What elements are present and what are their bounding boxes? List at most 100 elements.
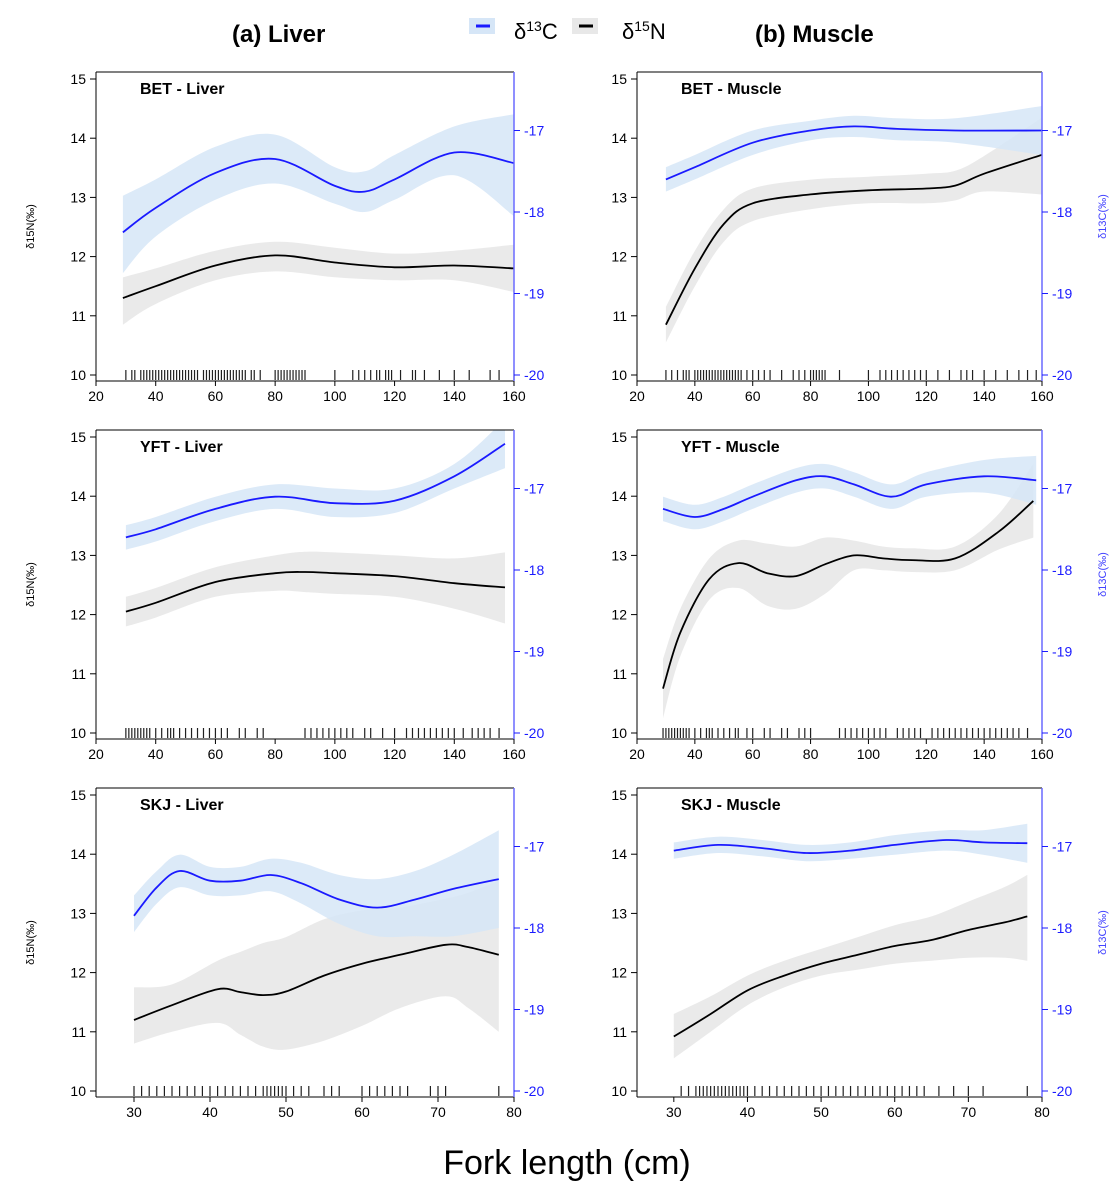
rug-marks bbox=[125, 728, 500, 738]
x-tick-label: 60 bbox=[208, 746, 224, 762]
x-tick-label: 40 bbox=[148, 746, 164, 762]
plot-area bbox=[122, 114, 514, 325]
x-tick-label: 60 bbox=[887, 1104, 903, 1120]
rug-marks bbox=[133, 1086, 500, 1096]
y-tick-label: 12 bbox=[611, 965, 627, 981]
carbon-line bbox=[133, 870, 499, 917]
x-tick-label: 140 bbox=[972, 746, 996, 762]
panel-title: BET - Muscle bbox=[681, 81, 782, 98]
y2-tick-label: -20 bbox=[524, 367, 544, 383]
y2-tick-label: -19 bbox=[1052, 286, 1072, 302]
y2-tick-label: -18 bbox=[1052, 920, 1072, 936]
plot-area bbox=[662, 455, 1037, 719]
panel-title: BET - Liver bbox=[140, 81, 224, 98]
y-tick-label: 11 bbox=[612, 666, 627, 682]
y-tick-label: 14 bbox=[70, 846, 86, 862]
carbon-line bbox=[122, 151, 514, 234]
legend-label-carbon: δ13C bbox=[514, 18, 558, 44]
x-tick-label: 80 bbox=[803, 746, 819, 762]
y-tick-label: 10 bbox=[70, 725, 86, 741]
y-tick-label: 15 bbox=[70, 429, 86, 445]
x-tick-label: 20 bbox=[629, 746, 645, 762]
x-tick-label: 120 bbox=[915, 746, 939, 762]
y-tick-label: 13 bbox=[70, 905, 86, 921]
y-tick-label: 12 bbox=[611, 249, 627, 265]
rug-marks bbox=[680, 1086, 1028, 1096]
x-tick-label: 80 bbox=[803, 388, 819, 404]
x-tick-label: 160 bbox=[1030, 388, 1054, 404]
nitrogen-ci-band bbox=[125, 551, 506, 627]
nitrogen-line bbox=[665, 153, 1042, 326]
x-tick-label: 100 bbox=[323, 388, 347, 404]
rug-marks bbox=[662, 728, 1029, 738]
x-tick-label: 20 bbox=[88, 388, 104, 404]
x-tick-label: 40 bbox=[202, 1104, 218, 1120]
legend: δ13C δ15N bbox=[469, 18, 666, 44]
y2-tick-label: -18 bbox=[524, 204, 544, 220]
nitrogen-line bbox=[673, 915, 1028, 1038]
y-tick-label: 15 bbox=[611, 429, 627, 445]
y-tick-label: 12 bbox=[70, 249, 86, 265]
x-tick-label: 80 bbox=[267, 746, 283, 762]
x-tick-label: 100 bbox=[857, 388, 881, 404]
nitrogen-ci-band bbox=[673, 874, 1028, 1059]
nitrogen-ci-band bbox=[122, 241, 514, 325]
carbon-ci-band bbox=[673, 823, 1028, 863]
x-tick-label: 50 bbox=[813, 1104, 829, 1120]
x-tick-label: 40 bbox=[687, 746, 703, 762]
y2-axis-label: δ13C(‰) bbox=[1097, 552, 1109, 597]
plot-area bbox=[673, 823, 1028, 1059]
x-tick-label: 100 bbox=[323, 746, 347, 762]
y-tick-label: 14 bbox=[70, 130, 86, 146]
y2-tick-label: -19 bbox=[1052, 1002, 1072, 1018]
x-tick-label: 80 bbox=[506, 1104, 522, 1120]
y2-tick-label: -19 bbox=[1052, 644, 1072, 660]
y2-tick-label: -20 bbox=[524, 725, 544, 741]
y-tick-label: 13 bbox=[611, 189, 627, 205]
x-tick-label: 20 bbox=[88, 746, 104, 762]
panel-title: SKJ - Muscle bbox=[681, 797, 781, 814]
panel-bet-liver: 10 11 12 13 14 15 -20 -19 -18 -17 20 40 60 80 100 120 14… bbox=[25, 71, 544, 404]
x-tick-label: 60 bbox=[745, 388, 761, 404]
y2-tick-label: -20 bbox=[524, 1083, 544, 1099]
panel-title: YFT - Muscle bbox=[681, 439, 780, 456]
x-tick-label: 160 bbox=[502, 388, 526, 404]
x-tick-label: 70 bbox=[430, 1104, 446, 1120]
panels: 10 11 12 13 14 15 -20 -19 -18 -17 20 40 60 80 100 120 14… bbox=[25, 71, 1109, 1120]
x-tick-label: 120 bbox=[383, 388, 407, 404]
y-tick-label: 13 bbox=[611, 547, 627, 563]
nitrogen-ci-band bbox=[665, 117, 1042, 343]
x-tick-label: 160 bbox=[1030, 746, 1054, 762]
x-tick-label: 60 bbox=[354, 1104, 370, 1120]
nitrogen-line bbox=[133, 943, 500, 1021]
y-tick-label: 12 bbox=[70, 965, 86, 981]
x-tick-label: 80 bbox=[267, 388, 283, 404]
y-axis-label: δ15N(‰) bbox=[25, 562, 37, 607]
y2-tick-label: -19 bbox=[524, 286, 544, 302]
carbon-line bbox=[662, 475, 1037, 518]
plot-area bbox=[125, 430, 506, 627]
y2-tick-label: -17 bbox=[1052, 123, 1072, 139]
legend-label-nitrogen: δ15N bbox=[622, 18, 666, 44]
y2-tick-label: -19 bbox=[524, 1002, 544, 1018]
x-tick-label: 40 bbox=[148, 388, 164, 404]
x-tick-label: 60 bbox=[745, 746, 761, 762]
column-title-liver: (a) Liver bbox=[232, 21, 325, 48]
x-tick-label: 40 bbox=[740, 1104, 756, 1120]
panel-skj-liver: 10 11 12 13 14 15 -20 -19 -18 -17 30 40 50 60 70 80 SKJ … bbox=[25, 787, 544, 1120]
y-axis-label: δ15N(‰) bbox=[25, 920, 37, 965]
y2-axis-label: δ13C(‰) bbox=[1097, 194, 1109, 239]
x-tick-label: 140 bbox=[443, 746, 467, 762]
y2-tick-label: -18 bbox=[1052, 204, 1072, 220]
y2-axis-label: δ13C(‰) bbox=[1097, 910, 1109, 955]
x-tick-label: 60 bbox=[208, 388, 224, 404]
y-tick-label: 12 bbox=[70, 607, 86, 623]
y-tick-label: 11 bbox=[71, 308, 86, 324]
x-tick-label: 20 bbox=[629, 388, 645, 404]
y2-tick-label: -17 bbox=[524, 839, 544, 855]
x-tick-label: 120 bbox=[915, 388, 939, 404]
y2-tick-label: -17 bbox=[1052, 839, 1072, 855]
y-tick-label: 11 bbox=[612, 308, 627, 324]
x-tick-label: 80 bbox=[1034, 1104, 1050, 1120]
x-tick-label: 140 bbox=[972, 388, 996, 404]
